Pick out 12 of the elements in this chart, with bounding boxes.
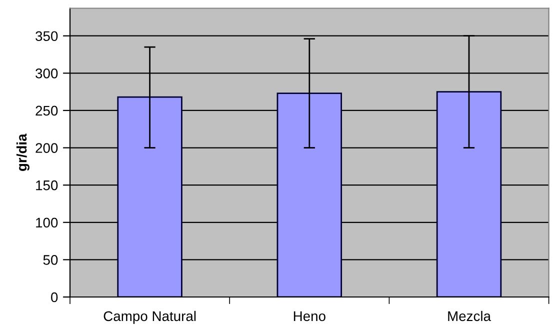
x-tick-label: Heno bbox=[294, 311, 326, 322]
y-tick-label: 150 bbox=[36, 180, 58, 190]
y-tick-label: 0 bbox=[51, 292, 58, 302]
y-tick-label: 350 bbox=[36, 31, 58, 42]
y-tick-label: 200 bbox=[36, 143, 58, 153]
x-tick-label: Campo Natural bbox=[104, 310, 196, 324]
y-tick-label: 50 bbox=[43, 255, 58, 265]
y-axis-title: gr/dia bbox=[16, 134, 30, 171]
y-tick-label: 300 bbox=[36, 68, 58, 78]
y-tick-label: 100 bbox=[36, 218, 58, 228]
x-tick-label: Mezcla bbox=[448, 310, 491, 322]
y-tick-label: 250 bbox=[36, 106, 58, 116]
